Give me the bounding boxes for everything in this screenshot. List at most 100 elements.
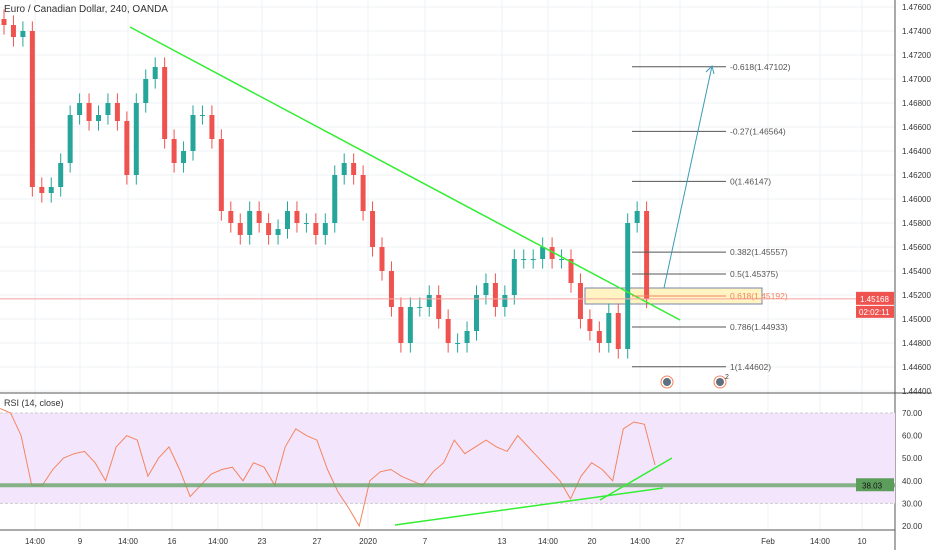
candle	[332, 175, 338, 223]
candle	[77, 103, 83, 115]
rsi-tick-label: 20.00	[902, 522, 923, 531]
price-tick-label: 1.46600	[902, 123, 931, 132]
price-tick-label: 1.46200	[902, 171, 931, 180]
countdown-tag	[856, 305, 894, 318]
fib-level-label: 0.382(1.45557)	[730, 247, 788, 257]
time-tick-label: 27	[313, 537, 322, 546]
candle	[530, 259, 536, 260]
time-tick-label: 2020	[359, 537, 377, 546]
rsi-tick-label: 70.00	[902, 409, 923, 418]
candle	[625, 223, 631, 349]
fib-level-label: -0.618(1.47102)	[730, 62, 791, 72]
candle	[105, 103, 111, 115]
candle	[209, 115, 215, 139]
rsi-band	[0, 413, 895, 504]
candle	[190, 115, 196, 151]
rsi-trend-line[interactable]	[394, 487, 664, 526]
time-tick-label: 14:00	[208, 537, 229, 546]
rsi-title: RSI (14, close)	[4, 398, 64, 408]
time-tick-label: 20	[588, 537, 597, 546]
rsi-tick-label: 60.00	[902, 432, 923, 441]
time-tick-label: 14:00	[810, 537, 831, 546]
price-tick-label: 1.44400	[902, 387, 931, 396]
candle	[644, 211, 650, 299]
candle	[247, 211, 253, 235]
time-tick-label: 23	[258, 537, 267, 546]
candle	[20, 31, 26, 37]
candle	[266, 223, 272, 235]
candle	[96, 115, 101, 121]
candle	[370, 211, 376, 247]
time-tick-label: 27	[676, 537, 685, 546]
candle	[275, 229, 281, 235]
candle	[341, 163, 347, 175]
candle	[29, 31, 35, 187]
candle	[492, 283, 498, 307]
candle	[474, 295, 479, 331]
candle	[445, 319, 451, 343]
candle	[1, 19, 7, 25]
fib-level-label: 0.5(1.45375)	[730, 269, 778, 279]
rsi-line	[0, 408, 656, 528]
countdown-value: 02:02:11	[859, 308, 890, 317]
candle	[417, 307, 423, 308]
candle	[502, 295, 508, 307]
candle	[171, 139, 177, 163]
candle	[181, 151, 187, 163]
rsi-tick-label: 30.00	[902, 499, 923, 508]
candle	[143, 79, 149, 103]
candle	[540, 247, 546, 259]
candle	[313, 223, 319, 235]
candle	[133, 103, 139, 175]
price-tick-label: 1.47400	[902, 27, 931, 36]
price-tick-label: 1.45200	[902, 291, 931, 300]
candle	[228, 211, 234, 223]
price-tick-label: 1.46400	[902, 147, 931, 156]
projection-arrow[interactable]	[663, 65, 713, 289]
candle	[483, 283, 489, 295]
price-tick-label: 1.46000	[902, 195, 931, 204]
candle	[511, 259, 517, 295]
time-tick-label: Feb	[761, 537, 775, 546]
rsi-level-value: 38.03	[862, 481, 883, 490]
fib-level-label: 0(1.46147)	[730, 176, 771, 186]
price-tick-label: 1.46800	[902, 99, 931, 108]
price-tick-label: 1.47600	[902, 3, 931, 12]
time-tick-label: 16	[168, 537, 177, 546]
candle	[285, 211, 290, 229]
time-tick-label: 10	[858, 537, 867, 546]
event-badge-count: 2	[725, 374, 729, 381]
candle	[351, 163, 357, 175]
candle	[199, 115, 205, 116]
candle	[10, 25, 16, 37]
candle	[58, 163, 64, 187]
current-price-value: 1.45168	[860, 295, 889, 304]
rsi-tick-label: 40.00	[902, 477, 923, 486]
fib-level-label: 1(1.44602)	[730, 362, 771, 372]
candle	[360, 175, 366, 211]
candle	[606, 313, 612, 343]
price-tick-label: 1.47000	[902, 75, 931, 84]
candle	[67, 115, 73, 163]
price-tick-label: 1.45400	[902, 267, 931, 276]
candle	[464, 331, 470, 343]
candle	[568, 259, 574, 283]
price-tick-label: 1.44600	[902, 363, 931, 372]
candle	[256, 211, 262, 223]
time-tick-label: 14:00	[118, 537, 139, 546]
candle	[114, 103, 120, 121]
candle	[587, 319, 593, 331]
candle	[162, 67, 168, 139]
time-tick-label: 14:00	[25, 537, 46, 546]
price-tick-label: 1.45800	[902, 219, 931, 228]
chart-title: Euro / Canadian Dollar, 240, OANDA	[4, 4, 168, 15]
price-tick-label: 1.44800	[902, 339, 931, 348]
price-tick-label: 1.47200	[902, 51, 931, 60]
rsi-tick-label: 50.00	[902, 454, 923, 463]
candle	[218, 139, 224, 211]
candle	[521, 259, 527, 260]
trend-line[interactable]	[129, 26, 681, 321]
rsi-trend-line[interactable]	[599, 457, 673, 501]
time-tick-label: 14:00	[630, 537, 651, 546]
